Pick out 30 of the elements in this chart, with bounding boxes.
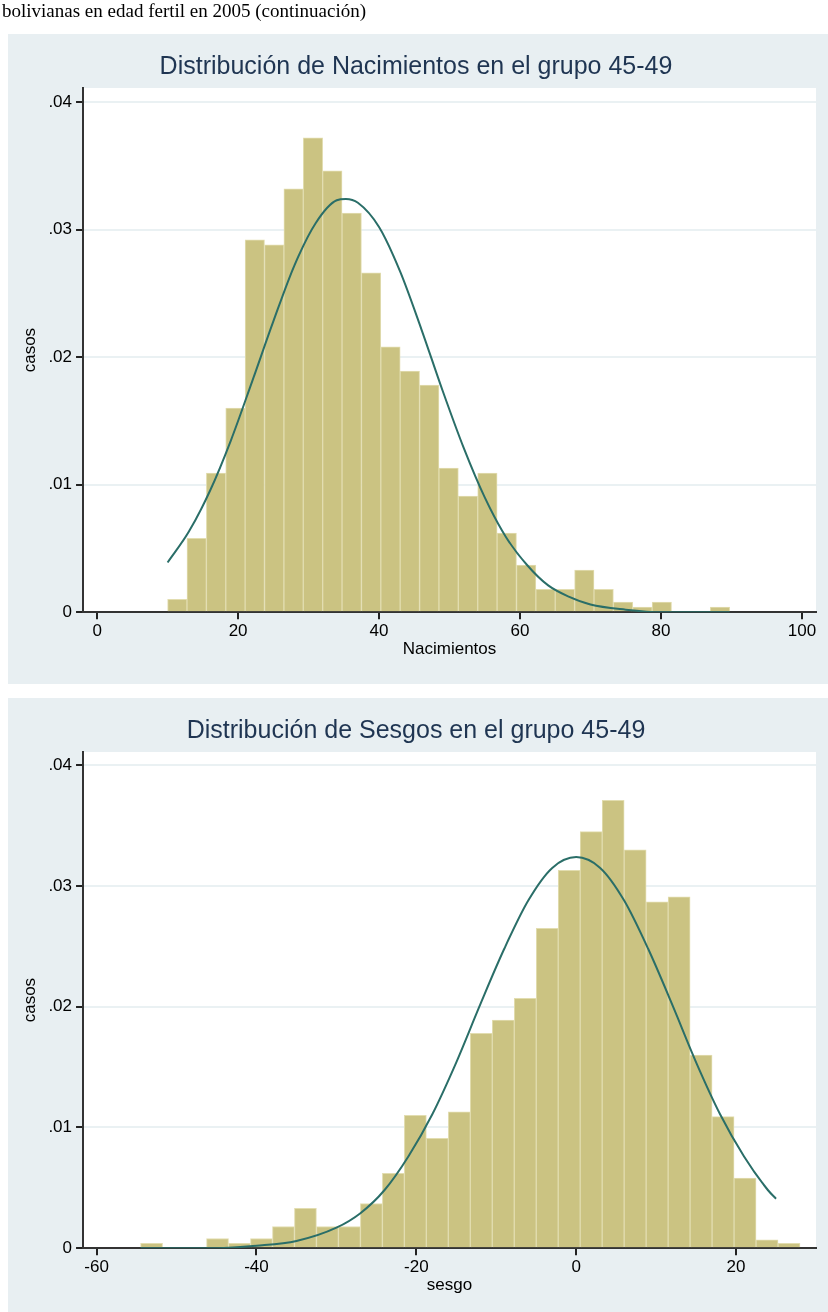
x-tick-label: 20 [228,621,248,641]
chart-title: Distribución de Sesgos en el grupo 45-49 [186,714,646,743]
y-tick-label: .03 [48,875,73,895]
x-tick-label: -20 [404,1257,429,1277]
x-tick-label: 20 [726,1257,746,1277]
y-tick-label: .03 [48,219,73,239]
x-tick-label: 100 [787,621,817,641]
x-tick-label: 0 [92,621,102,641]
chart-title: Distribución de Nacimientos en el grupo 45-49 [159,50,673,79]
x-tick-label: 60 [510,621,530,641]
y-axis-title: casos [19,977,39,1023]
text: bolivianas en edad fertil en 2005 (continuación) [1,0,368,23]
y-tick-label: .01 [48,1117,73,1137]
y-tick-label: 0 [62,601,73,621]
y-tick-label: .02 [48,996,73,1016]
y-tick-label: .01 [48,474,73,494]
y-axis-title: casos [19,327,39,373]
y-tick-label: .04 [48,91,73,111]
y-tick-label: 0 [62,1237,73,1257]
x-tick-label: -60 [84,1257,109,1277]
y-tick-label: .04 [48,754,73,774]
x-tick-label: 80 [651,621,671,641]
line-series [166,197,731,613]
y-tick-label: .02 [48,346,73,366]
line-series [139,856,778,1249]
x-tick-label: 40 [369,621,389,641]
x-axis-title: Nacimientos [402,639,497,659]
x-tick-label: -40 [244,1257,269,1277]
x-axis-title: sesgo [426,1275,473,1295]
x-tick-label: 0 [571,1257,581,1277]
